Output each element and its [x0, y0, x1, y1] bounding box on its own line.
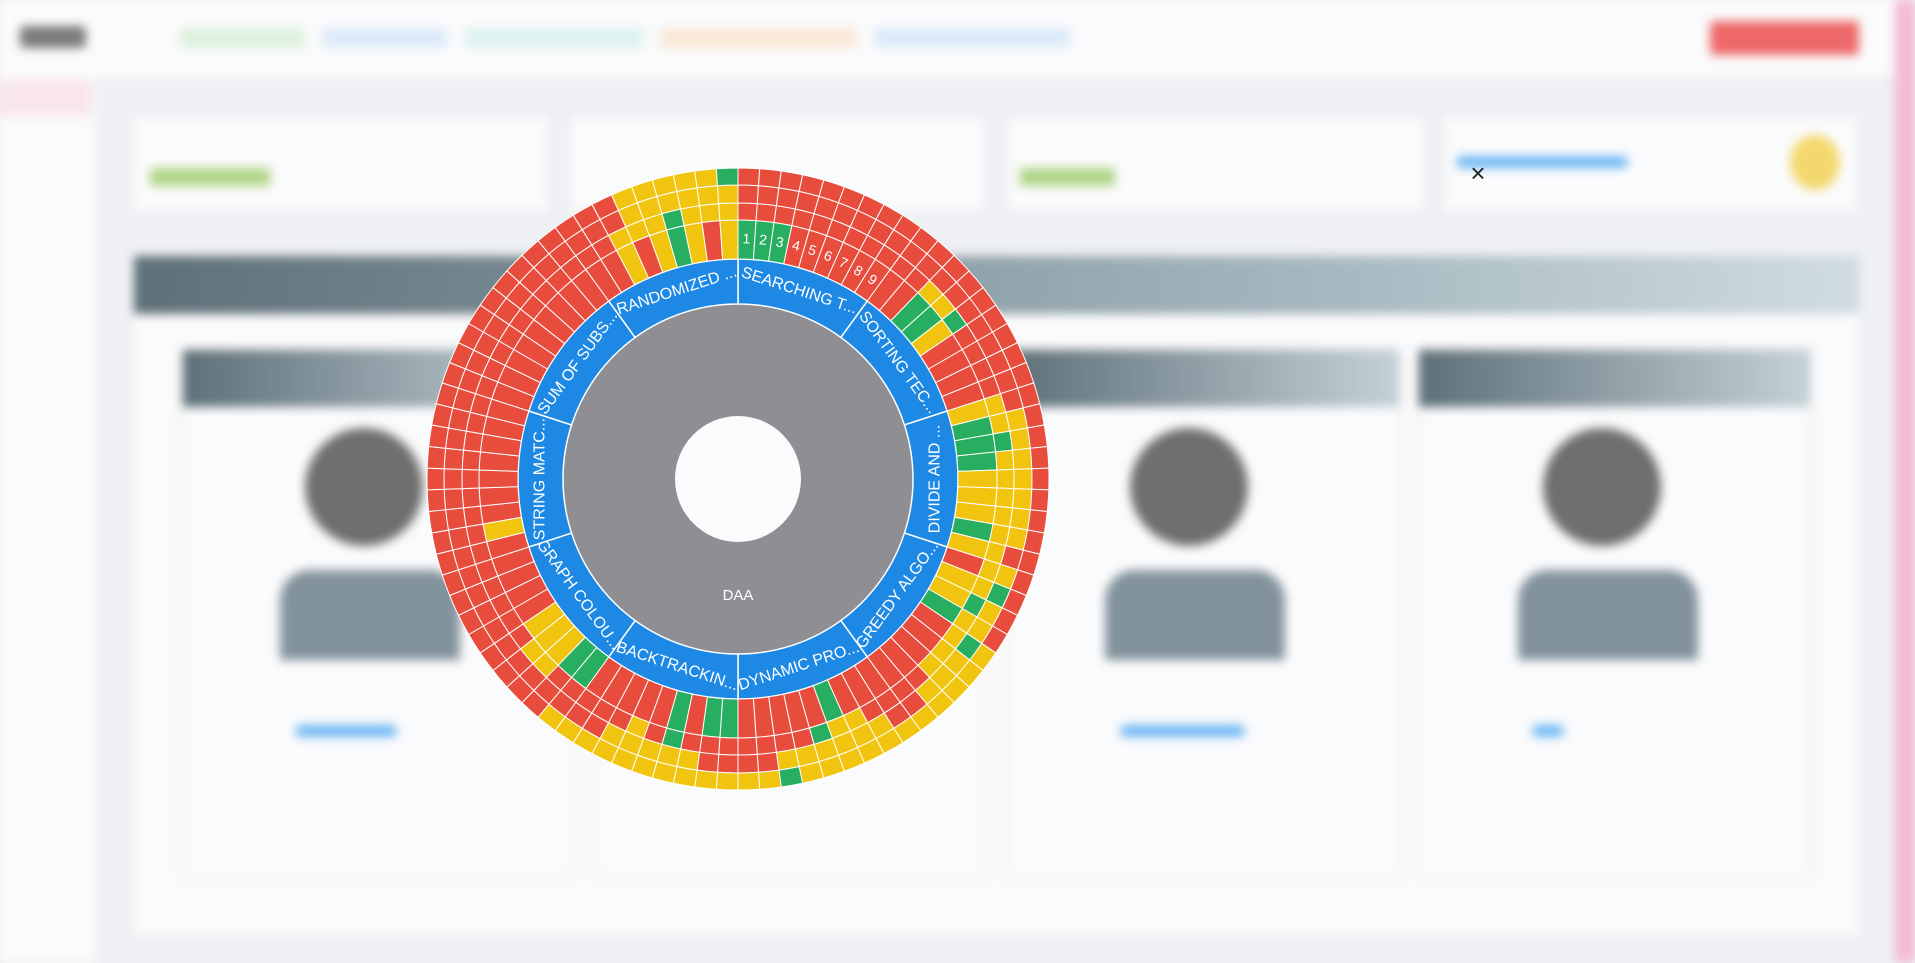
- question-cell: [718, 202, 739, 222]
- question-cell: [699, 203, 721, 224]
- topic-label: DIVIDE AND ...: [927, 425, 944, 533]
- question-cell: [443, 468, 463, 490]
- avatar-body: [1518, 570, 1698, 660]
- question-cell: [1022, 403, 1045, 429]
- question-cell: [461, 468, 480, 490]
- question-cell: [1009, 507, 1031, 531]
- question-cell: [757, 168, 782, 189]
- close-button[interactable]: ×: [1470, 158, 1486, 188]
- banner: [134, 256, 1859, 314]
- question-cell: [715, 771, 739, 791]
- question-cell: [719, 219, 739, 261]
- question-cell: [737, 184, 760, 205]
- question-number: 1: [742, 230, 751, 246]
- avatar-hair: [1543, 428, 1661, 546]
- question-cell: [694, 769, 719, 790]
- question-cell: [694, 168, 719, 189]
- bulb: [1790, 135, 1840, 190]
- question-cell: [699, 734, 721, 755]
- question-cell: [672, 765, 698, 788]
- question-cell: [445, 427, 467, 451]
- question-cell: [1029, 488, 1050, 513]
- question-cell: [1031, 467, 1050, 491]
- logo: [20, 26, 86, 48]
- avatar-body: [1105, 570, 1285, 660]
- question-cell: [696, 751, 720, 773]
- question-cell: [756, 185, 780, 207]
- progress: [1532, 725, 1564, 737]
- question-cell: [426, 445, 447, 470]
- question-cell: [696, 185, 720, 207]
- question-cell: [1013, 468, 1033, 490]
- question-cell: [461, 487, 481, 509]
- center-ring: [562, 303, 914, 655]
- question-cell: [445, 507, 467, 531]
- question-cell: [737, 771, 761, 791]
- card-header: [1419, 350, 1810, 407]
- question-cell: [737, 753, 760, 774]
- question-cell: [426, 467, 445, 491]
- question-cell: [1026, 509, 1048, 534]
- question-cell: [426, 488, 447, 513]
- question-cell: [478, 469, 519, 489]
- question-cell: [716, 753, 739, 774]
- progress: [1120, 725, 1245, 737]
- question-number: 4: [791, 237, 803, 254]
- question-cell: [462, 430, 484, 453]
- avatar-hair: [1130, 428, 1248, 546]
- stat-card: [134, 118, 547, 210]
- question-cell: [757, 769, 782, 790]
- question-cell: [672, 170, 698, 193]
- question-cell: [1029, 445, 1050, 470]
- question-cell: [715, 167, 739, 187]
- question-cell: [756, 751, 780, 773]
- avatar-hair: [305, 428, 423, 546]
- question-cell: [443, 488, 465, 511]
- progress: [1456, 156, 1628, 168]
- question-number: 3: [775, 233, 786, 250]
- question-cell: [462, 505, 484, 528]
- sidebar-active: [0, 80, 92, 116]
- question-cell: [737, 736, 758, 756]
- sidebar: [0, 76, 95, 963]
- question-cell: [737, 167, 761, 187]
- question-cell: [718, 736, 739, 756]
- status-badges: [180, 28, 1070, 48]
- question-cell: [443, 447, 465, 470]
- question-cell: [737, 202, 758, 222]
- question-cell: [755, 203, 777, 224]
- question-cell: [995, 449, 1015, 471]
- question-cell: [995, 487, 1015, 509]
- question-number: 2: [758, 231, 768, 248]
- topic-label: STRING MATC...: [532, 418, 549, 540]
- question-cell: [431, 529, 454, 555]
- card-header: [1009, 350, 1399, 407]
- question-cell: [461, 449, 481, 471]
- question-cell: [1009, 427, 1031, 451]
- right-strip: [1895, 0, 1915, 963]
- stat-value: [150, 168, 270, 186]
- question-cell: [1011, 447, 1033, 470]
- question-cell: [996, 468, 1015, 490]
- question-cell: [1011, 488, 1033, 511]
- question-cell: [992, 505, 1014, 528]
- avatar-body: [280, 570, 460, 660]
- question-cell: [428, 424, 450, 449]
- question-cell: [778, 765, 804, 788]
- question-cell: [716, 184, 739, 205]
- logout-button: [1710, 21, 1859, 55]
- question-cell: [428, 509, 450, 534]
- question-cell: [1026, 424, 1048, 449]
- question-cell: [755, 734, 777, 755]
- center-label: DAA: [723, 587, 754, 604]
- question-cell: [737, 697, 757, 739]
- question-cell: [957, 469, 998, 489]
- progress: [295, 725, 397, 737]
- question-cell: [992, 430, 1014, 453]
- stat-card: [1009, 118, 1423, 210]
- question-cell: [778, 170, 804, 193]
- stat-value: [1020, 168, 1115, 186]
